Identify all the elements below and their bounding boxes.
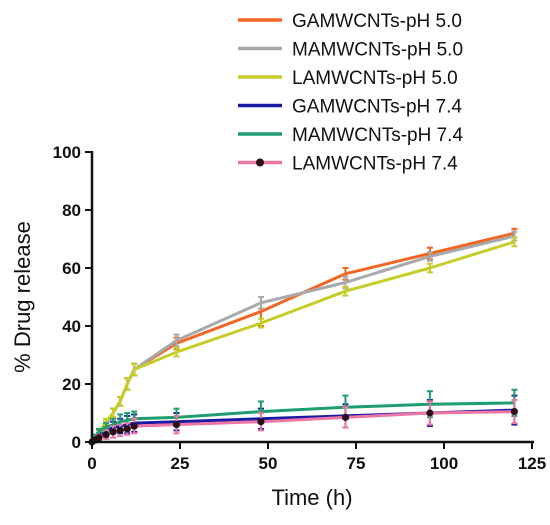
y-tick-label: 0 [72,433,81,452]
x-tick-label: 25 [171,454,190,473]
x-tick-label: 75 [347,454,366,473]
legend-item: GAMWCNTs-pH 7.4 [238,97,462,118]
x-axis-title: Time (h) [271,485,352,510]
data-point [123,425,131,433]
axes-layer: 0 25 50 75 100 125 0 20 40 60 80 100 [53,143,547,473]
legend-marker [256,158,264,167]
y-tick-label: 60 [62,259,81,278]
data-point [95,434,103,442]
data-point [116,426,124,434]
data-point [130,422,138,430]
legend-label: GAMWCNTs-pH 5.0 [292,11,462,32]
data-point [109,428,117,436]
y-tick-label: 80 [62,201,81,220]
data-point [510,407,518,416]
legend-item: MAMWCNTs-pH 5.0 [238,40,463,61]
legend-item: MAMWCNTs-pH 7.4 [238,125,463,146]
y-tick-label: 100 [53,143,81,162]
series-layer [88,227,518,446]
legend-label: LAMWCNTs-pH 5.0 [292,68,458,89]
x-tick-label: 50 [259,454,278,473]
legend-label: MAMWCNTs-pH 7.4 [292,125,463,146]
data-point [102,431,110,439]
legend-label: LAMWCNTs-pH 7.4 [292,154,458,175]
series-lamwcnts-ph-7-4 [88,398,518,446]
x-tick-label: 100 [430,454,458,473]
data-point [172,421,181,429]
legend-item: LAMWCNTs-pH 5.0 [238,68,458,89]
y-tick-label: 20 [62,375,81,394]
x-tick-label: 125 [518,454,546,473]
data-point [426,409,434,417]
legend: GAMWCNTs-pH 5.0 MAMWCNTs-pH 5.0 LAMWCNTs-p… [238,11,463,175]
legend-item: GAMWCNTs-pH 5.0 [238,11,462,32]
y-tick-label: 40 [62,317,81,336]
x-tick-label: 0 [87,454,96,473]
legend-label: GAMWCNTs-pH 7.4 [292,97,462,118]
legend-label: MAMWCNTs-pH 5.0 [292,40,463,61]
legend-item: LAMWCNTs-pH 7.4 [238,154,458,175]
y-axis-title: % Drug release [10,221,35,373]
data-point [257,418,265,426]
data-point [341,413,350,421]
